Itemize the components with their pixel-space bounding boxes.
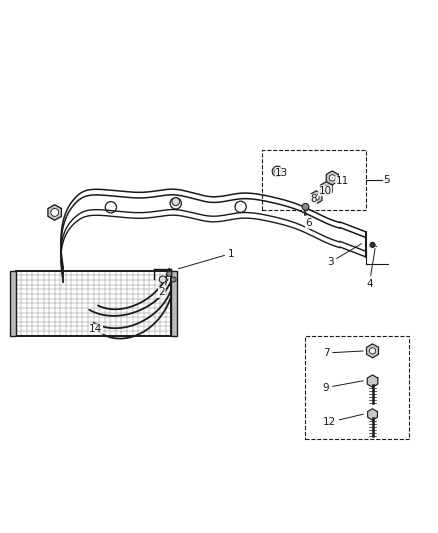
Circle shape: [171, 277, 176, 282]
Text: 14: 14: [89, 324, 102, 334]
Polygon shape: [311, 191, 322, 204]
Text: 11: 11: [332, 176, 349, 187]
Text: 9: 9: [323, 381, 363, 393]
Polygon shape: [367, 344, 378, 358]
Text: 6: 6: [305, 213, 312, 228]
Text: 7: 7: [323, 348, 363, 358]
Circle shape: [159, 276, 166, 283]
Bar: [171, 271, 177, 336]
Circle shape: [329, 175, 336, 181]
Text: 3: 3: [327, 244, 361, 267]
Circle shape: [51, 208, 59, 216]
Circle shape: [275, 169, 280, 174]
Text: 8: 8: [310, 195, 316, 205]
Polygon shape: [367, 409, 378, 420]
Text: 4: 4: [366, 248, 375, 289]
Text: 13: 13: [275, 168, 289, 177]
Circle shape: [167, 271, 172, 277]
Circle shape: [313, 195, 319, 200]
Circle shape: [369, 348, 376, 354]
Bar: [305, 336, 409, 440]
Polygon shape: [320, 182, 332, 196]
Text: 5: 5: [383, 175, 390, 185]
Circle shape: [272, 166, 283, 176]
Text: 10: 10: [318, 186, 332, 196]
Text: 2: 2: [159, 279, 168, 297]
Circle shape: [302, 204, 309, 211]
Circle shape: [172, 198, 180, 206]
Bar: [16, 271, 171, 336]
Circle shape: [323, 185, 329, 192]
Text: 12: 12: [323, 414, 364, 427]
Bar: [10, 271, 16, 336]
Polygon shape: [48, 205, 61, 220]
Bar: [262, 150, 366, 211]
Polygon shape: [326, 171, 338, 185]
Polygon shape: [367, 375, 378, 387]
Text: 1: 1: [178, 248, 234, 269]
Circle shape: [370, 243, 375, 247]
